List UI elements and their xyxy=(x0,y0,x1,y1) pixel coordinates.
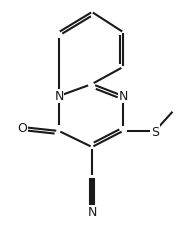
Text: S: S xyxy=(151,125,159,138)
Text: N: N xyxy=(87,206,97,219)
Text: O: O xyxy=(17,121,27,134)
Text: N: N xyxy=(54,90,64,103)
Text: N: N xyxy=(118,90,128,103)
